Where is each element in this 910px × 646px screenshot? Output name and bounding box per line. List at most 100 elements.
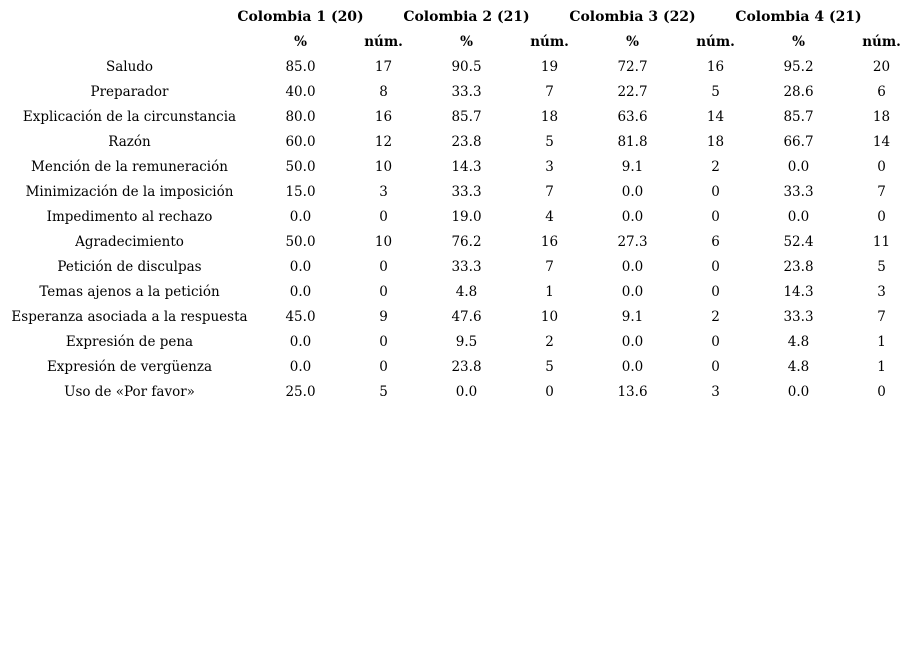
percent-column-header: % xyxy=(294,34,307,50)
row-label: Mención de la remuneración xyxy=(31,159,228,175)
cell-num: 9 xyxy=(379,309,388,325)
cell-num: 2 xyxy=(545,334,554,350)
data-table: Colombia 1 (20) Colombia 2 (21) Colombia 3… xyxy=(11,9,901,400)
cell-num: 5 xyxy=(545,359,554,375)
cell-num: 1 xyxy=(545,284,554,300)
row-label: Preparador xyxy=(90,84,169,100)
cell-num: 11 xyxy=(872,234,891,250)
cell-percent: 9.5 xyxy=(455,334,478,350)
cell-percent: 13.6 xyxy=(617,384,648,400)
column-group-header: Colombia 1 (20) xyxy=(237,9,364,25)
cell-percent: 0.0 xyxy=(621,359,644,375)
column-group-header: Colombia 3 (22) xyxy=(569,9,696,25)
cell-num: 0 xyxy=(877,159,886,175)
cell-percent: 25.0 xyxy=(285,384,316,400)
cell-percent: 22.7 xyxy=(617,84,648,100)
cell-num: 3 xyxy=(877,284,886,300)
cell-num: 0 xyxy=(711,259,720,275)
num-column-header: núm. xyxy=(862,34,901,50)
cell-percent: 45.0 xyxy=(285,309,316,325)
cell-num: 7 xyxy=(545,259,554,275)
percent-column-header: % xyxy=(792,34,805,50)
cell-percent: 4.8 xyxy=(787,334,810,350)
cell-percent: 95.2 xyxy=(783,59,814,75)
cell-num: 6 xyxy=(877,84,886,100)
row-label: Agradecimiento xyxy=(75,234,184,250)
cell-num: 0 xyxy=(711,359,720,375)
cell-percent: 14.3 xyxy=(783,284,814,300)
cell-num: 8 xyxy=(379,84,388,100)
cell-num: 18 xyxy=(540,109,559,125)
cell-num: 5 xyxy=(379,384,388,400)
cell-percent: 33.3 xyxy=(451,84,482,100)
cell-percent: 0.0 xyxy=(289,334,312,350)
cell-num: 4 xyxy=(545,209,554,225)
cell-percent: 9.1 xyxy=(621,159,644,175)
num-column-header: núm. xyxy=(530,34,569,50)
cell-percent: 0.0 xyxy=(289,284,312,300)
cell-percent: 0.0 xyxy=(787,384,810,400)
cell-num: 19 xyxy=(540,59,559,75)
cell-percent: 23.8 xyxy=(451,134,482,150)
cell-percent: 90.5 xyxy=(451,59,482,75)
cell-percent: 81.8 xyxy=(617,134,648,150)
cell-percent: 19.0 xyxy=(451,209,482,225)
cell-percent: 72.7 xyxy=(617,59,648,75)
cell-num: 16 xyxy=(540,234,559,250)
cell-num: 5 xyxy=(711,84,720,100)
cell-percent: 47.6 xyxy=(451,309,482,325)
cell-percent: 0.0 xyxy=(621,284,644,300)
cell-num: 18 xyxy=(706,134,725,150)
cell-num: 5 xyxy=(545,134,554,150)
row-label: Saludo xyxy=(105,59,154,75)
cell-percent: 14.3 xyxy=(451,159,482,175)
cell-percent: 0.0 xyxy=(289,359,312,375)
cell-percent: 9.1 xyxy=(621,309,644,325)
cell-num: 3 xyxy=(711,384,720,400)
cell-num: 6 xyxy=(711,234,720,250)
cell-num: 0 xyxy=(877,209,886,225)
cell-num: 0 xyxy=(711,334,720,350)
cell-num: 20 xyxy=(872,59,891,75)
row-label: Explicación de la circunstancia xyxy=(22,109,237,125)
row-label: Impedimento al rechazo xyxy=(46,209,213,225)
row-label: Expresión de vergüenza xyxy=(46,359,213,375)
cell-percent: 63.6 xyxy=(617,109,648,125)
cell-percent: 0.0 xyxy=(787,209,810,225)
cell-num: 17 xyxy=(374,59,393,75)
cell-percent: 4.8 xyxy=(455,284,478,300)
num-column-header: núm. xyxy=(696,34,735,50)
cell-num: 7 xyxy=(877,309,886,325)
cell-percent: 23.8 xyxy=(783,259,814,275)
cell-num: 7 xyxy=(545,184,554,200)
cell-percent: 50.0 xyxy=(285,159,316,175)
cell-num: 2 xyxy=(711,309,720,325)
row-label: Temas ajenos a la petición xyxy=(39,284,220,300)
cell-num: 16 xyxy=(374,109,393,125)
cell-percent: 0.0 xyxy=(455,384,478,400)
cell-num: 2 xyxy=(711,159,720,175)
cell-percent: 0.0 xyxy=(289,259,312,275)
cell-num: 16 xyxy=(706,59,725,75)
cell-num: 7 xyxy=(545,84,554,100)
cell-percent: 27.3 xyxy=(617,234,648,250)
cell-num: 10 xyxy=(374,234,393,250)
cell-percent: 52.4 xyxy=(783,234,814,250)
cell-percent: 0.0 xyxy=(621,334,644,350)
row-label: Esperanza asociada a la respuesta xyxy=(11,309,248,325)
cell-num: 0 xyxy=(379,209,388,225)
cell-percent: 66.7 xyxy=(783,134,814,150)
cell-percent: 28.6 xyxy=(783,84,814,100)
cell-num: 10 xyxy=(540,309,559,325)
row-label: Uso de «Por favor» xyxy=(64,384,195,400)
cell-percent: 85.0 xyxy=(285,59,316,75)
cell-percent: 33.3 xyxy=(783,184,814,200)
cell-percent: 4.8 xyxy=(787,359,810,375)
cell-num: 3 xyxy=(545,159,554,175)
percent-column-header: % xyxy=(626,34,639,50)
cell-percent: 80.0 xyxy=(285,109,316,125)
percent-column-header: % xyxy=(460,34,473,50)
cell-percent: 60.0 xyxy=(285,134,316,150)
cell-percent: 0.0 xyxy=(787,159,810,175)
column-group-header: Colombia 2 (21) xyxy=(403,9,530,25)
